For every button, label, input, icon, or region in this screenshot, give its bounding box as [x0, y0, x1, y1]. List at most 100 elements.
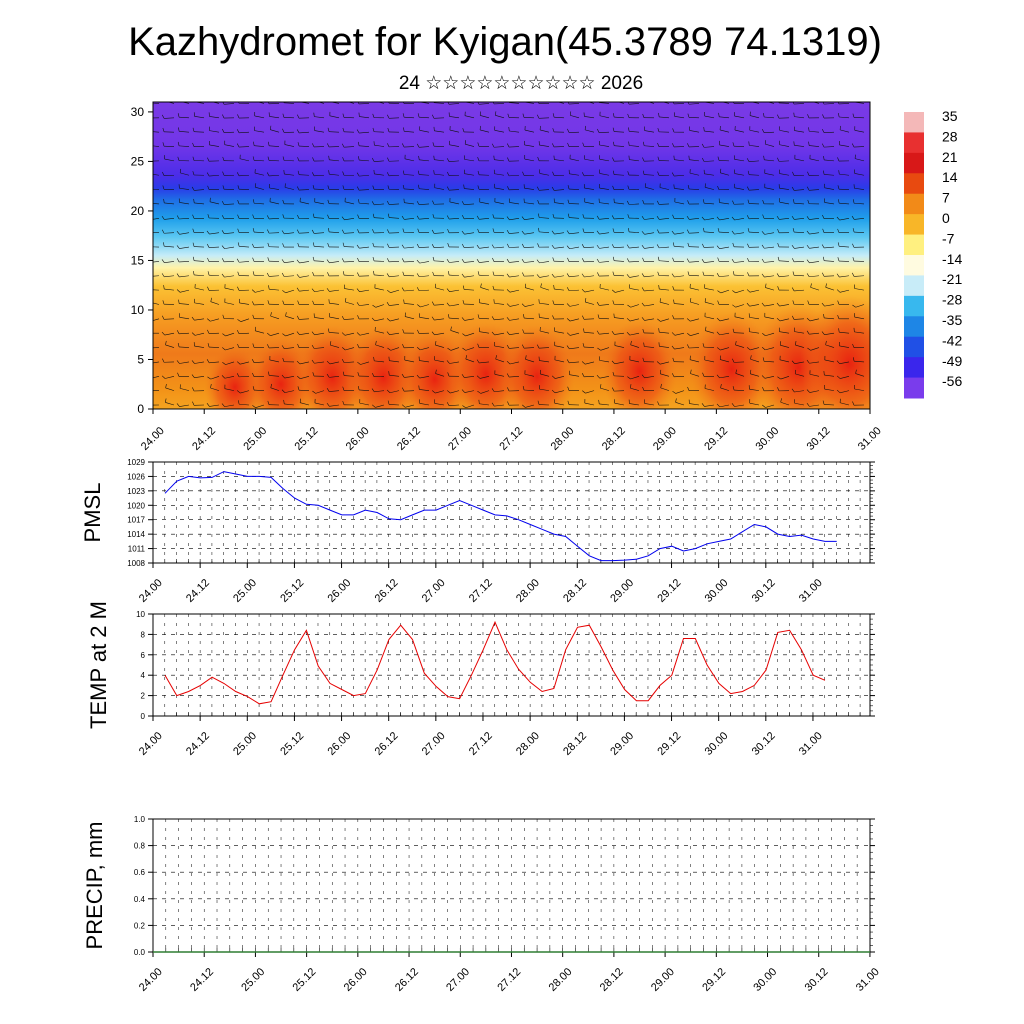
- wind-barb: [764, 116, 775, 119]
- wind-barb-flag: [252, 386, 255, 391]
- wind-barb-flag: [552, 171, 555, 176]
- wind-barb-flag: [746, 347, 751, 351]
- wind-barb-flag: [732, 242, 735, 247]
- wind-barb: [390, 289, 400, 293]
- wind-barb: [809, 130, 820, 133]
- wind-barb: [284, 403, 295, 406]
- wind-barb-flag: [566, 345, 570, 349]
- wind-barb-flag: [221, 375, 226, 379]
- wind-barb-flag: [357, 343, 360, 348]
- wind-barb-flag: [431, 244, 435, 248]
- wind-barb-flag: [808, 141, 810, 146]
- wind-barb: [584, 402, 595, 406]
- y-tick-label: 8: [141, 630, 146, 639]
- colorbar-swatch: [904, 193, 924, 215]
- wind-barb-flag: [252, 257, 255, 262]
- wind-barb: [689, 218, 700, 220]
- wind-barb: [539, 388, 550, 391]
- wind-barb-flag: [192, 214, 195, 219]
- wind-barb: [839, 144, 850, 147]
- x-tick-label: 31.00: [797, 730, 825, 758]
- wind-barb-flag: [463, 184, 465, 189]
- wind-barb-flag: [327, 127, 330, 132]
- wind-barb-flag: [822, 400, 825, 405]
- wind-barb-flag: [750, 355, 752, 360]
- wind-barb-flag: [522, 404, 526, 408]
- wind-barb-flag: [207, 286, 210, 291]
- wind-barb-flag: [671, 345, 675, 350]
- wind-barb-flag: [446, 402, 450, 406]
- wind-barb-flag: [716, 331, 720, 336]
- wind-barb: [674, 275, 685, 278]
- wind-barb: [179, 202, 190, 205]
- x-tick-label: 26.00: [325, 577, 353, 605]
- wind-barb-flag: [312, 372, 315, 377]
- wind-barb: [434, 173, 445, 176]
- heatmap-y-tick-label: 20: [131, 204, 145, 218]
- wind-barb-flag: [747, 199, 750, 204]
- wind-barb: [524, 261, 535, 263]
- x-tick-label: 26.12: [373, 577, 401, 605]
- wind-barb-flag: [747, 257, 750, 262]
- wind-barb-flag: [327, 227, 330, 232]
- wind-barb: [359, 289, 370, 292]
- heatmap-x-tick-label: 30.00: [753, 425, 781, 453]
- wind-barb: [464, 275, 475, 278]
- y-tick-label: 2: [141, 692, 146, 701]
- colorbar-swatch: [904, 132, 924, 154]
- wind-barb-flag: [356, 244, 360, 249]
- wind-barb: [480, 287, 490, 291]
- wind-barb: [479, 246, 490, 249]
- wind-barb-flag: [476, 259, 480, 263]
- wind-barb-flag: [252, 343, 255, 348]
- wind-barb-flag: [372, 372, 375, 377]
- wind-barb: [314, 361, 325, 364]
- wind-barb: [749, 115, 760, 119]
- wind-barb-flag: [222, 333, 226, 337]
- wind-barb: [794, 202, 805, 205]
- wind-barb-flag: [402, 329, 405, 334]
- wind-barb: [300, 402, 310, 406]
- wind-barb-flag: [176, 360, 180, 364]
- wind-barb: [794, 130, 805, 133]
- wind-barb-flag: [178, 299, 180, 304]
- wind-barb-flag: [641, 245, 645, 249]
- wind-barb: [224, 404, 235, 407]
- wind-barb: [240, 361, 250, 365]
- wind-barb-flag: [821, 143, 825, 148]
- wind-barb: [854, 288, 865, 291]
- wind-barb: [464, 203, 475, 206]
- wind-barb: [600, 387, 610, 391]
- wind-barb: [569, 318, 580, 322]
- wind-barb: [554, 202, 565, 205]
- wind-barb-flag: [418, 184, 420, 189]
- wind-barb-flag: [506, 317, 510, 321]
- wind-barb-flag: [237, 242, 240, 247]
- wind-barb-flag: [342, 400, 345, 405]
- wind-barb-flag: [765, 283, 767, 288]
- wind-barb: [209, 404, 220, 407]
- wind-barb: [794, 116, 805, 119]
- wind-barb-flag: [387, 400, 390, 405]
- wind-barb: [194, 131, 205, 133]
- wind-barb: [539, 302, 550, 305]
- warm-core: [689, 312, 774, 409]
- colorbar-swatch: [904, 112, 924, 133]
- wind-barb-flag: [297, 343, 300, 348]
- wind-barb-flag: [326, 360, 331, 365]
- wind-barb-flag: [584, 298, 587, 303]
- x-tick-label: 25.00: [231, 730, 259, 758]
- wind-barb-flag: [373, 270, 375, 275]
- wind-barb: [479, 302, 490, 305]
- wind-barb-flag: [341, 332, 346, 336]
- wind-barb-flag: [642, 200, 645, 204]
- wind-barb-flag: [236, 361, 241, 365]
- wind-barb: [554, 246, 565, 249]
- wind-barb-flag: [297, 375, 301, 379]
- wind-barb: [419, 289, 430, 292]
- wind-barb: [734, 173, 745, 176]
- wind-barb-flag: [357, 385, 360, 391]
- wind-barb-flag: [447, 171, 450, 176]
- wind-barb-flag: [506, 229, 510, 234]
- wind-barb-flag: [446, 215, 450, 220]
